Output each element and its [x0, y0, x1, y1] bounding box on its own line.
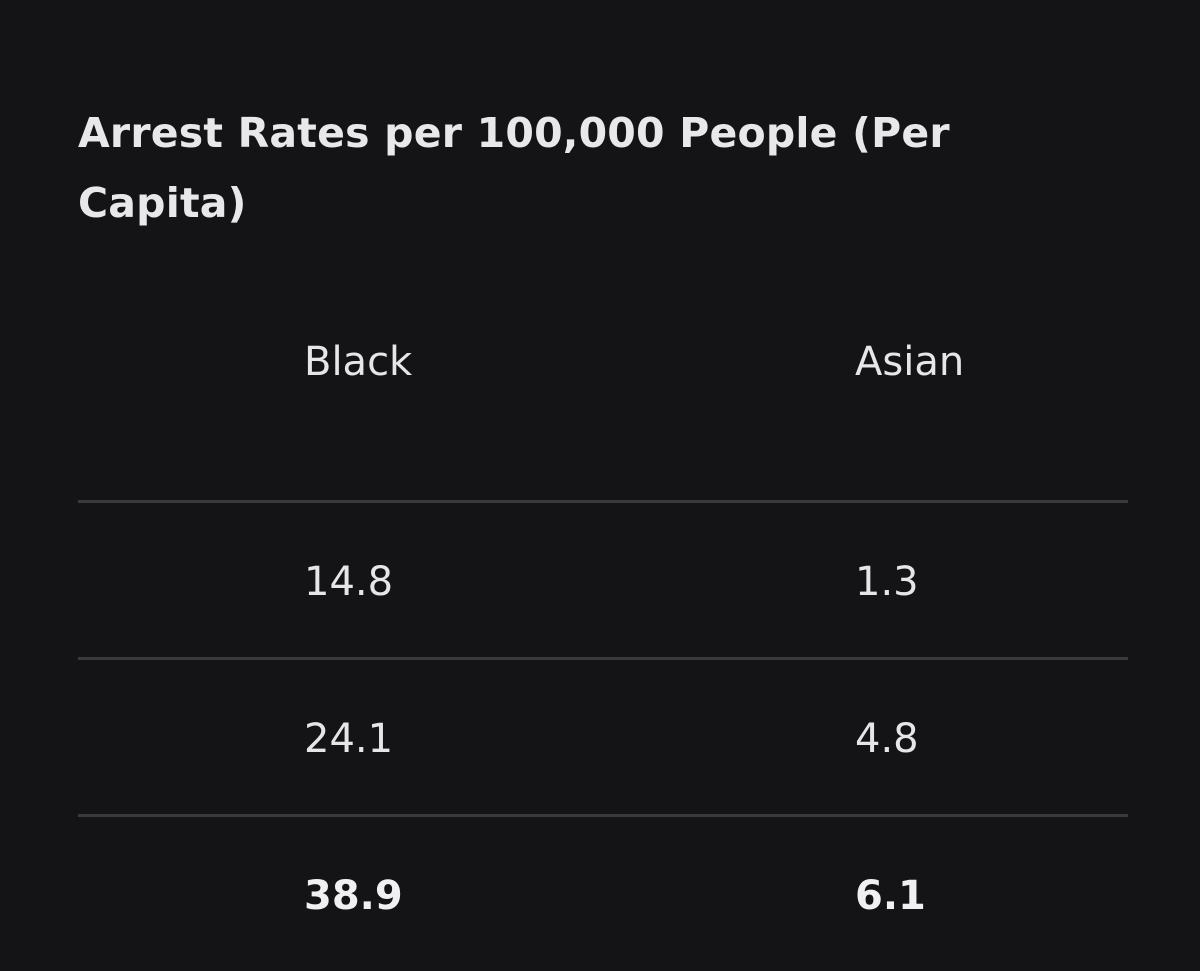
table-cell-asian: 4.8: [855, 716, 919, 762]
table-row: 24.1 4.8: [78, 660, 1128, 814]
table-header-row: Black Asian: [78, 300, 1128, 500]
table-row-total: 38.9 6.1: [78, 817, 1128, 971]
table-cell-asian: 6.1: [855, 873, 926, 919]
table-row: 14.8 1.3: [78, 503, 1128, 657]
table-cell-black: 14.8: [304, 559, 394, 605]
row-divider: [78, 657, 1128, 660]
table-cell-black: 38.9: [304, 873, 403, 919]
page-title: Arrest Rates per 100,000 People (Per Cap…: [78, 109, 950, 227]
table-cell-asian: 1.3: [855, 559, 919, 605]
row-divider: [78, 814, 1128, 817]
row-divider: [78, 500, 1128, 503]
column-header-black: Black: [304, 339, 413, 385]
table-cell-black: 24.1: [304, 716, 394, 762]
column-header-asian: Asian: [855, 339, 965, 385]
arrest-rates-table: Black Asian 14.8 1.3 24.1 4.8 38.9 6.1: [78, 300, 1128, 971]
